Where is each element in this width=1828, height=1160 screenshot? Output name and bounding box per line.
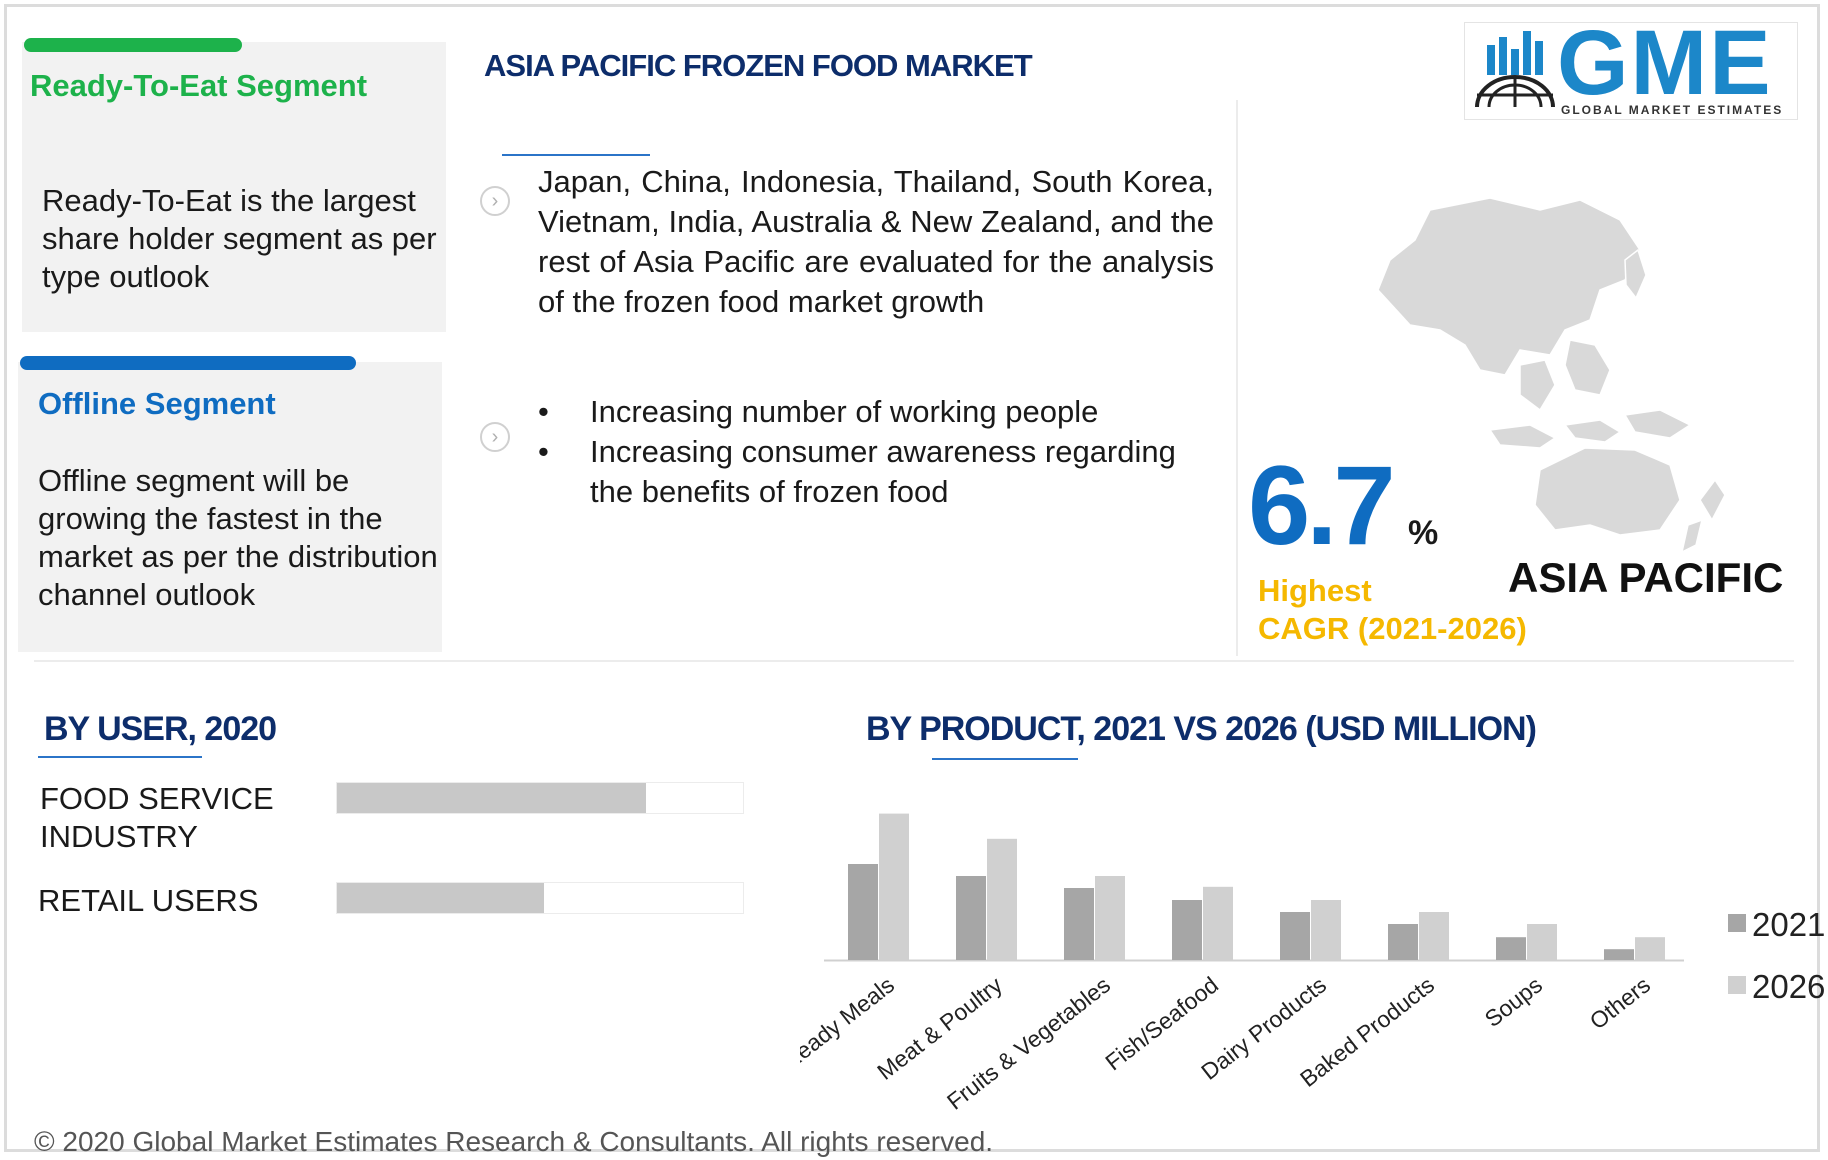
x-tick-label: Others [1585,971,1655,1034]
user-share-bar [336,782,744,814]
legend-label: 2026 [1752,968,1826,1005]
ready-to-eat-card: Ready-To-Eat Segment Ready-To-Eat is the… [22,38,446,332]
chevron-right-icon: › [480,422,510,452]
bar-2026-4 [1311,900,1341,960]
chart-title: BY PRODUCT, 2021 VS 2026 (USD MILLION) [866,710,1537,748]
bar-2021-1 [956,876,986,960]
horizontal-divider [34,660,1794,662]
user-share-fill [337,883,545,913]
bar-2026-6 [1527,924,1557,960]
user-label: RETAIL USERS [38,883,259,918]
intro-paragraph: Japan, China, Indonesia, Thailand, South… [538,164,1214,319]
cagr-unit: % [1408,514,1439,552]
region-name: ASIA PACIFIC [1508,554,1784,601]
bar-2021-0 [848,864,878,960]
user-share-fill [337,783,646,813]
logo-tagline: GLOBAL MARKET ESTIMATES [1561,103,1784,117]
copyright-notice: © 2020 Global Market Estimates Research … [34,1126,994,1157]
bar-2021-6 [1496,937,1526,960]
bar-2026-5 [1419,912,1449,960]
legend-swatch [1728,914,1746,932]
ready-to-eat-title: Ready-To-Eat Segment [30,68,368,103]
gme-logo: GME GLOBAL MARKET ESTIMATES [1464,17,1798,120]
user-label: FOOD SERVICE INDUSTRY [40,781,274,854]
offline-accent-bar [20,356,356,370]
page-frame [4,4,1820,1152]
bar-2026-2 [1095,876,1125,960]
driver-item: Increasing consumer awareness regarding … [538,432,1198,512]
logo-wordmark: GME [1557,12,1773,114]
chart-title-underline [932,758,1078,760]
driver-item: Increasing number of working people [538,392,1198,432]
legend-item-2021: 2021 [1728,906,1825,944]
bar-2026-1 [987,838,1017,960]
bar-2021-4 [1280,912,1310,960]
cagr-label-line2: CAGR (2021-2026) [1258,611,1527,646]
by-user-title: BY USER, 2020 [44,710,277,748]
bar-2021-7 [1604,949,1634,960]
ready-to-eat-accent-bar [24,38,242,52]
globe-chart-icon [1475,31,1555,108]
bar-2021-5 [1388,924,1418,960]
bar-2026-3 [1203,886,1233,960]
user-share-bar [336,882,744,914]
legend-swatch [1728,976,1746,994]
bar-2026-0 [879,813,909,960]
bar-2021-2 [1064,888,1094,960]
page-title: ASIA PACIFIC FROZEN FOOD MARKET [484,48,1033,83]
legend-label: 2021 [1752,906,1826,943]
ready-to-eat-body: Ready-To-Eat is the largest share holder… [42,183,437,294]
offline-title: Offline Segment [38,386,276,421]
offline-card: Offline Segment Offline segment will be … [18,356,442,652]
drivers-list: Increasing number of working people Incr… [538,392,1198,512]
x-tick-label: Soups [1480,971,1547,1032]
by-user-underline [38,756,202,758]
bar-2026-7 [1635,937,1665,960]
chevron-right-icon: › [480,186,510,216]
vertical-divider [1236,100,1238,656]
cagr-value: 6.7 [1248,443,1396,568]
cagr-label: Highest CAGR (2021-2026) [1258,572,1527,648]
title-underline [502,154,650,156]
cagr-label-line1: Highest [1258,573,1372,608]
asia-pacific-map [1377,197,1726,554]
offline-body: Offline segment will be growing the fast… [38,463,438,612]
bar-2021-3 [1172,900,1202,960]
legend-item-2026: 2026 [1728,968,1825,1006]
